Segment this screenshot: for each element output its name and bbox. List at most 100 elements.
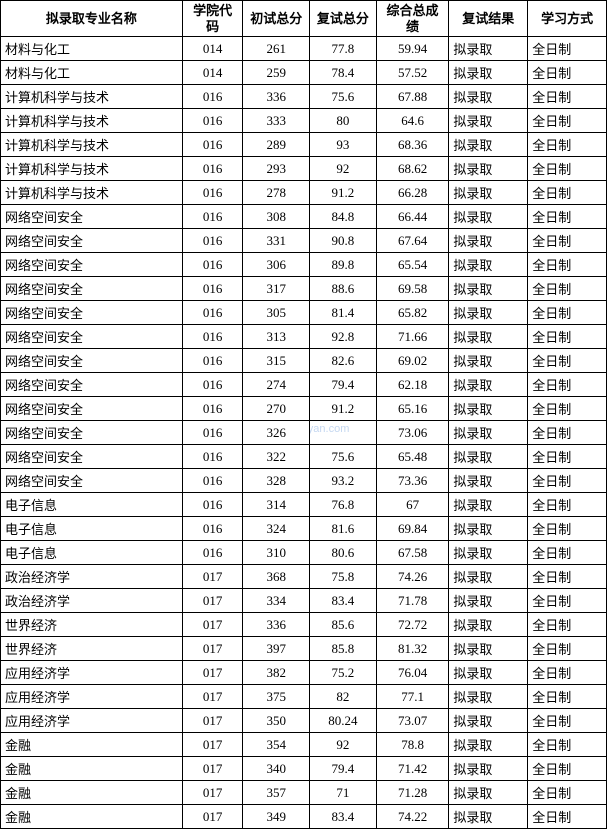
cell-retest: 93: [310, 133, 377, 157]
cell-code: 016: [182, 253, 243, 277]
cell-total: 68.62: [376, 157, 449, 181]
cell-code: 017: [182, 661, 243, 685]
table-row: 网络空间安全01630884.866.44拟录取全日制: [1, 205, 607, 229]
table-row: 网络空间安全01632275.665.48拟录取全日制: [1, 445, 607, 469]
cell-total: 69.84: [376, 517, 449, 541]
table-row: 应用经济学01738275.276.04拟录取全日制: [1, 661, 607, 685]
col-header-mode: 学习方式: [528, 1, 607, 37]
table-row: 材料与化工01425978.457.52拟录取全日制: [1, 61, 607, 85]
cell-total: 78.8: [376, 733, 449, 757]
cell-result: 拟录取: [449, 541, 528, 565]
cell-code: 017: [182, 805, 243, 829]
cell-major: 网络空间安全: [1, 301, 183, 325]
cell-major: 金融: [1, 757, 183, 781]
cell-prelim: 336: [243, 613, 310, 637]
cell-retest: 75.8: [310, 565, 377, 589]
cell-mode: 全日制: [528, 277, 607, 301]
cell-mode: 全日制: [528, 781, 607, 805]
cell-major: 计算机科学与技术: [1, 85, 183, 109]
table-row: 金融01734983.474.22拟录取全日制: [1, 805, 607, 829]
cell-prelim: 278: [243, 181, 310, 205]
table-row: 金融0173549278.8拟录取全日制: [1, 733, 607, 757]
cell-major: 网络空间安全: [1, 349, 183, 373]
cell-prelim: 368: [243, 565, 310, 589]
cell-code: 014: [182, 61, 243, 85]
cell-code: 016: [182, 421, 243, 445]
cell-code: 014: [182, 37, 243, 61]
cell-mode: 全日制: [528, 229, 607, 253]
table-row: 计算机科学与技术01633675.667.88拟录取全日制: [1, 85, 607, 109]
cell-major: 金融: [1, 781, 183, 805]
table-row: 电子信息01631476.867拟录取全日制: [1, 493, 607, 517]
cell-retest: 82: [310, 685, 377, 709]
cell-total: 74.22: [376, 805, 449, 829]
cell-prelim: 357: [243, 781, 310, 805]
cell-total: 74.26: [376, 565, 449, 589]
cell-code: 016: [182, 469, 243, 493]
cell-code: 017: [182, 709, 243, 733]
cell-total: 71.66: [376, 325, 449, 349]
cell-retest: 75.6: [310, 445, 377, 469]
table-row: 世界经济01733685.672.72拟录取全日制: [1, 613, 607, 637]
cell-mode: 全日制: [528, 589, 607, 613]
cell-prelim: 314: [243, 493, 310, 517]
cell-major: 电子信息: [1, 517, 183, 541]
watermark-text: kaoyan.com: [310, 423, 350, 435]
cell-prelim: 326: [243, 421, 310, 445]
cell-result: 拟录取: [449, 61, 528, 85]
cell-result: 拟录取: [449, 445, 528, 469]
cell-code: 016: [182, 373, 243, 397]
table-row: 政治经济学01736875.874.26拟录取全日制: [1, 565, 607, 589]
cell-result: 拟录取: [449, 613, 528, 637]
cell-result: 拟录取: [449, 709, 528, 733]
cell-retest: 89.8: [310, 253, 377, 277]
cell-code: 017: [182, 565, 243, 589]
cell-total: 69.02: [376, 349, 449, 373]
cell-major: 电子信息: [1, 493, 183, 517]
cell-prelim: 349: [243, 805, 310, 829]
cell-result: 拟录取: [449, 109, 528, 133]
cell-retest: 91.2: [310, 397, 377, 421]
cell-mode: 全日制: [528, 637, 607, 661]
cell-total: 65.16: [376, 397, 449, 421]
cell-result: 拟录取: [449, 469, 528, 493]
cell-result: 拟录取: [449, 781, 528, 805]
cell-retest: 75.2: [310, 661, 377, 685]
cell-retest: 82.6: [310, 349, 377, 373]
cell-total: 62.18: [376, 373, 449, 397]
cell-major: 网络空间安全: [1, 397, 183, 421]
table-row: 网络空间安全016326kaoyan.com73.06拟录取全日制: [1, 421, 607, 445]
cell-result: 拟录取: [449, 637, 528, 661]
cell-result: 拟录取: [449, 253, 528, 277]
cell-total: 68.36: [376, 133, 449, 157]
cell-retest: 79.4: [310, 757, 377, 781]
table-row: 计算机科学与技术01627891.266.28拟录取全日制: [1, 181, 607, 205]
cell-mode: 全日制: [528, 397, 607, 421]
cell-result: 拟录取: [449, 277, 528, 301]
cell-total: 65.82: [376, 301, 449, 325]
cell-code: 016: [182, 85, 243, 109]
cell-retest: 71: [310, 781, 377, 805]
cell-prelim: 334: [243, 589, 310, 613]
cell-prelim: 310: [243, 541, 310, 565]
cell-major: 网络空间安全: [1, 373, 183, 397]
table-row: 应用经济学0173758277.1拟录取全日制: [1, 685, 607, 709]
cell-prelim: 375: [243, 685, 310, 709]
cell-total: 81.32: [376, 637, 449, 661]
cell-retest: 80.24: [310, 709, 377, 733]
table-row: 材料与化工01426177.859.94拟录取全日制: [1, 37, 607, 61]
cell-total: 71.42: [376, 757, 449, 781]
cell-mode: 全日制: [528, 805, 607, 829]
cell-prelim: 382: [243, 661, 310, 685]
cell-retest: 85.6: [310, 613, 377, 637]
cell-prelim: 308: [243, 205, 310, 229]
cell-total: 69.58: [376, 277, 449, 301]
cell-mode: 全日制: [528, 469, 607, 493]
cell-result: 拟录取: [449, 373, 528, 397]
cell-major: 世界经济: [1, 613, 183, 637]
cell-major: 材料与化工: [1, 61, 183, 85]
cell-major: 网络空间安全: [1, 277, 183, 301]
cell-result: 拟录取: [449, 133, 528, 157]
cell-major: 政治经济学: [1, 565, 183, 589]
table-row: 政治经济学01733483.471.78拟录取全日制: [1, 589, 607, 613]
